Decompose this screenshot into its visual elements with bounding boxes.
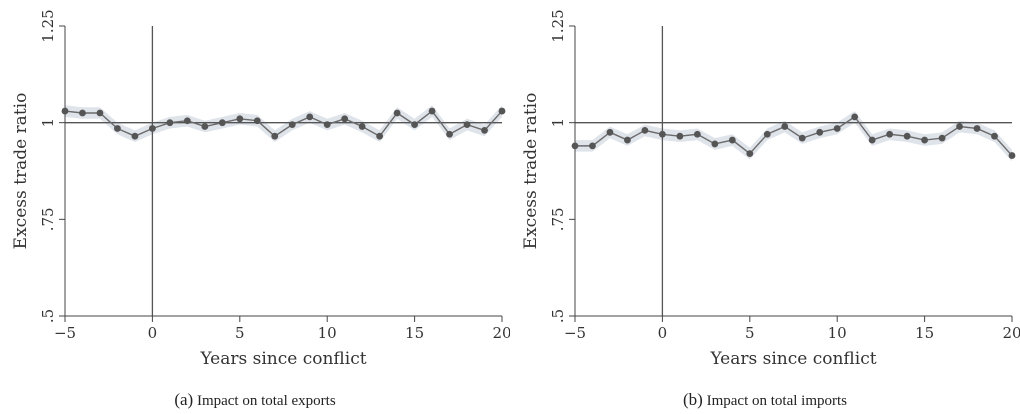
data-point	[201, 123, 209, 130]
data-point	[96, 109, 104, 117]
data-point	[624, 136, 631, 144]
data-point	[358, 123, 366, 130]
data-point	[711, 140, 719, 148]
x-tick-label: 10	[318, 324, 337, 342]
data-point	[903, 132, 911, 140]
data-point	[166, 119, 174, 127]
confidence-band	[65, 105, 502, 142]
confidence-band	[575, 111, 1012, 162]
x-tick-label: −5	[54, 324, 76, 342]
data-point	[641, 126, 649, 134]
chart-exports: −5 0 5 10 15 20 .5 .75 1 1.25 Years since conflict…	[11, 9, 510, 369]
x-tick-label: 15	[915, 324, 934, 342]
data-point	[271, 132, 279, 140]
data-point	[218, 119, 226, 127]
data-point	[816, 128, 824, 136]
x-tick-label: 5	[745, 324, 755, 342]
x-tick-label: −5	[564, 324, 586, 342]
data-point	[781, 123, 789, 130]
data-point	[589, 142, 596, 150]
data-point	[288, 121, 296, 128]
data-point	[606, 128, 614, 136]
y-tick-label: .75	[549, 207, 567, 231]
data-point	[886, 130, 894, 138]
x-axis-title: Years since conflict	[199, 349, 366, 369]
x-tick-label: 0	[148, 324, 158, 342]
data-point	[746, 150, 754, 158]
caption-text: Impact on total imports	[706, 393, 847, 409]
x-tick-label: 10	[828, 324, 847, 342]
data-point	[659, 130, 666, 138]
y-tick-label: 1	[549, 118, 567, 128]
data-point	[833, 125, 841, 132]
data-point	[323, 121, 331, 128]
x-tick-label: 5	[235, 324, 245, 342]
data-point	[938, 134, 946, 142]
data-point	[798, 134, 806, 142]
y-tick-label: .5	[549, 309, 567, 323]
y-tick-label: 1	[39, 118, 57, 128]
caption-text: Impact on total exports	[196, 393, 336, 409]
y-tick-label: .75	[39, 207, 57, 231]
caption-letter: (a)	[174, 390, 194, 409]
data-point	[763, 130, 771, 138]
data-point	[851, 113, 859, 121]
data-point	[114, 125, 121, 132]
data-point	[446, 130, 453, 138]
data-point	[973, 125, 981, 132]
y-axis-title: Excess trade ratio	[521, 93, 541, 250]
data-point	[183, 117, 191, 125]
data-point	[463, 121, 471, 128]
data-point	[149, 125, 156, 132]
y-tick-label: 1.25	[39, 9, 57, 42]
data-point	[376, 132, 384, 140]
x-tick-label: 15	[405, 324, 424, 342]
data-point	[991, 132, 998, 140]
data-point	[236, 115, 244, 123]
data-point	[693, 130, 701, 138]
data-point	[498, 107, 506, 115]
data-point	[253, 117, 261, 125]
data-point	[411, 121, 418, 128]
caption-exports: (a) Impact on total exports	[0, 390, 510, 410]
x-tick-label: 20	[1002, 324, 1020, 342]
data-point	[79, 109, 86, 117]
data-point	[306, 113, 314, 121]
data-point	[676, 132, 684, 140]
data-point	[481, 126, 488, 134]
data-point	[1008, 152, 1016, 159]
data-point	[571, 142, 579, 150]
data-point	[868, 136, 876, 144]
data-point	[61, 107, 69, 115]
caption-letter: (b)	[683, 390, 703, 409]
data-point	[728, 136, 736, 144]
data-point	[131, 132, 139, 140]
data-point	[393, 109, 401, 117]
x-tick-label: 0	[658, 324, 668, 342]
caption-imports: (b) Impact on total imports	[510, 390, 1020, 410]
y-tick-label: .5	[39, 309, 57, 323]
y-axis-title: Excess trade ratio	[11, 93, 31, 250]
data-point	[956, 123, 963, 130]
data-point	[428, 107, 436, 115]
data-point	[921, 136, 928, 144]
chart-imports: −5 0 5 10 15 20 .5 .75 1 1.25 Years since conflict…	[521, 9, 1020, 369]
x-tick-label: 20	[492, 324, 510, 342]
data-point	[341, 115, 349, 123]
x-axis-title: Years since conflict	[709, 349, 876, 369]
y-tick-label: 1.25	[549, 9, 567, 42]
